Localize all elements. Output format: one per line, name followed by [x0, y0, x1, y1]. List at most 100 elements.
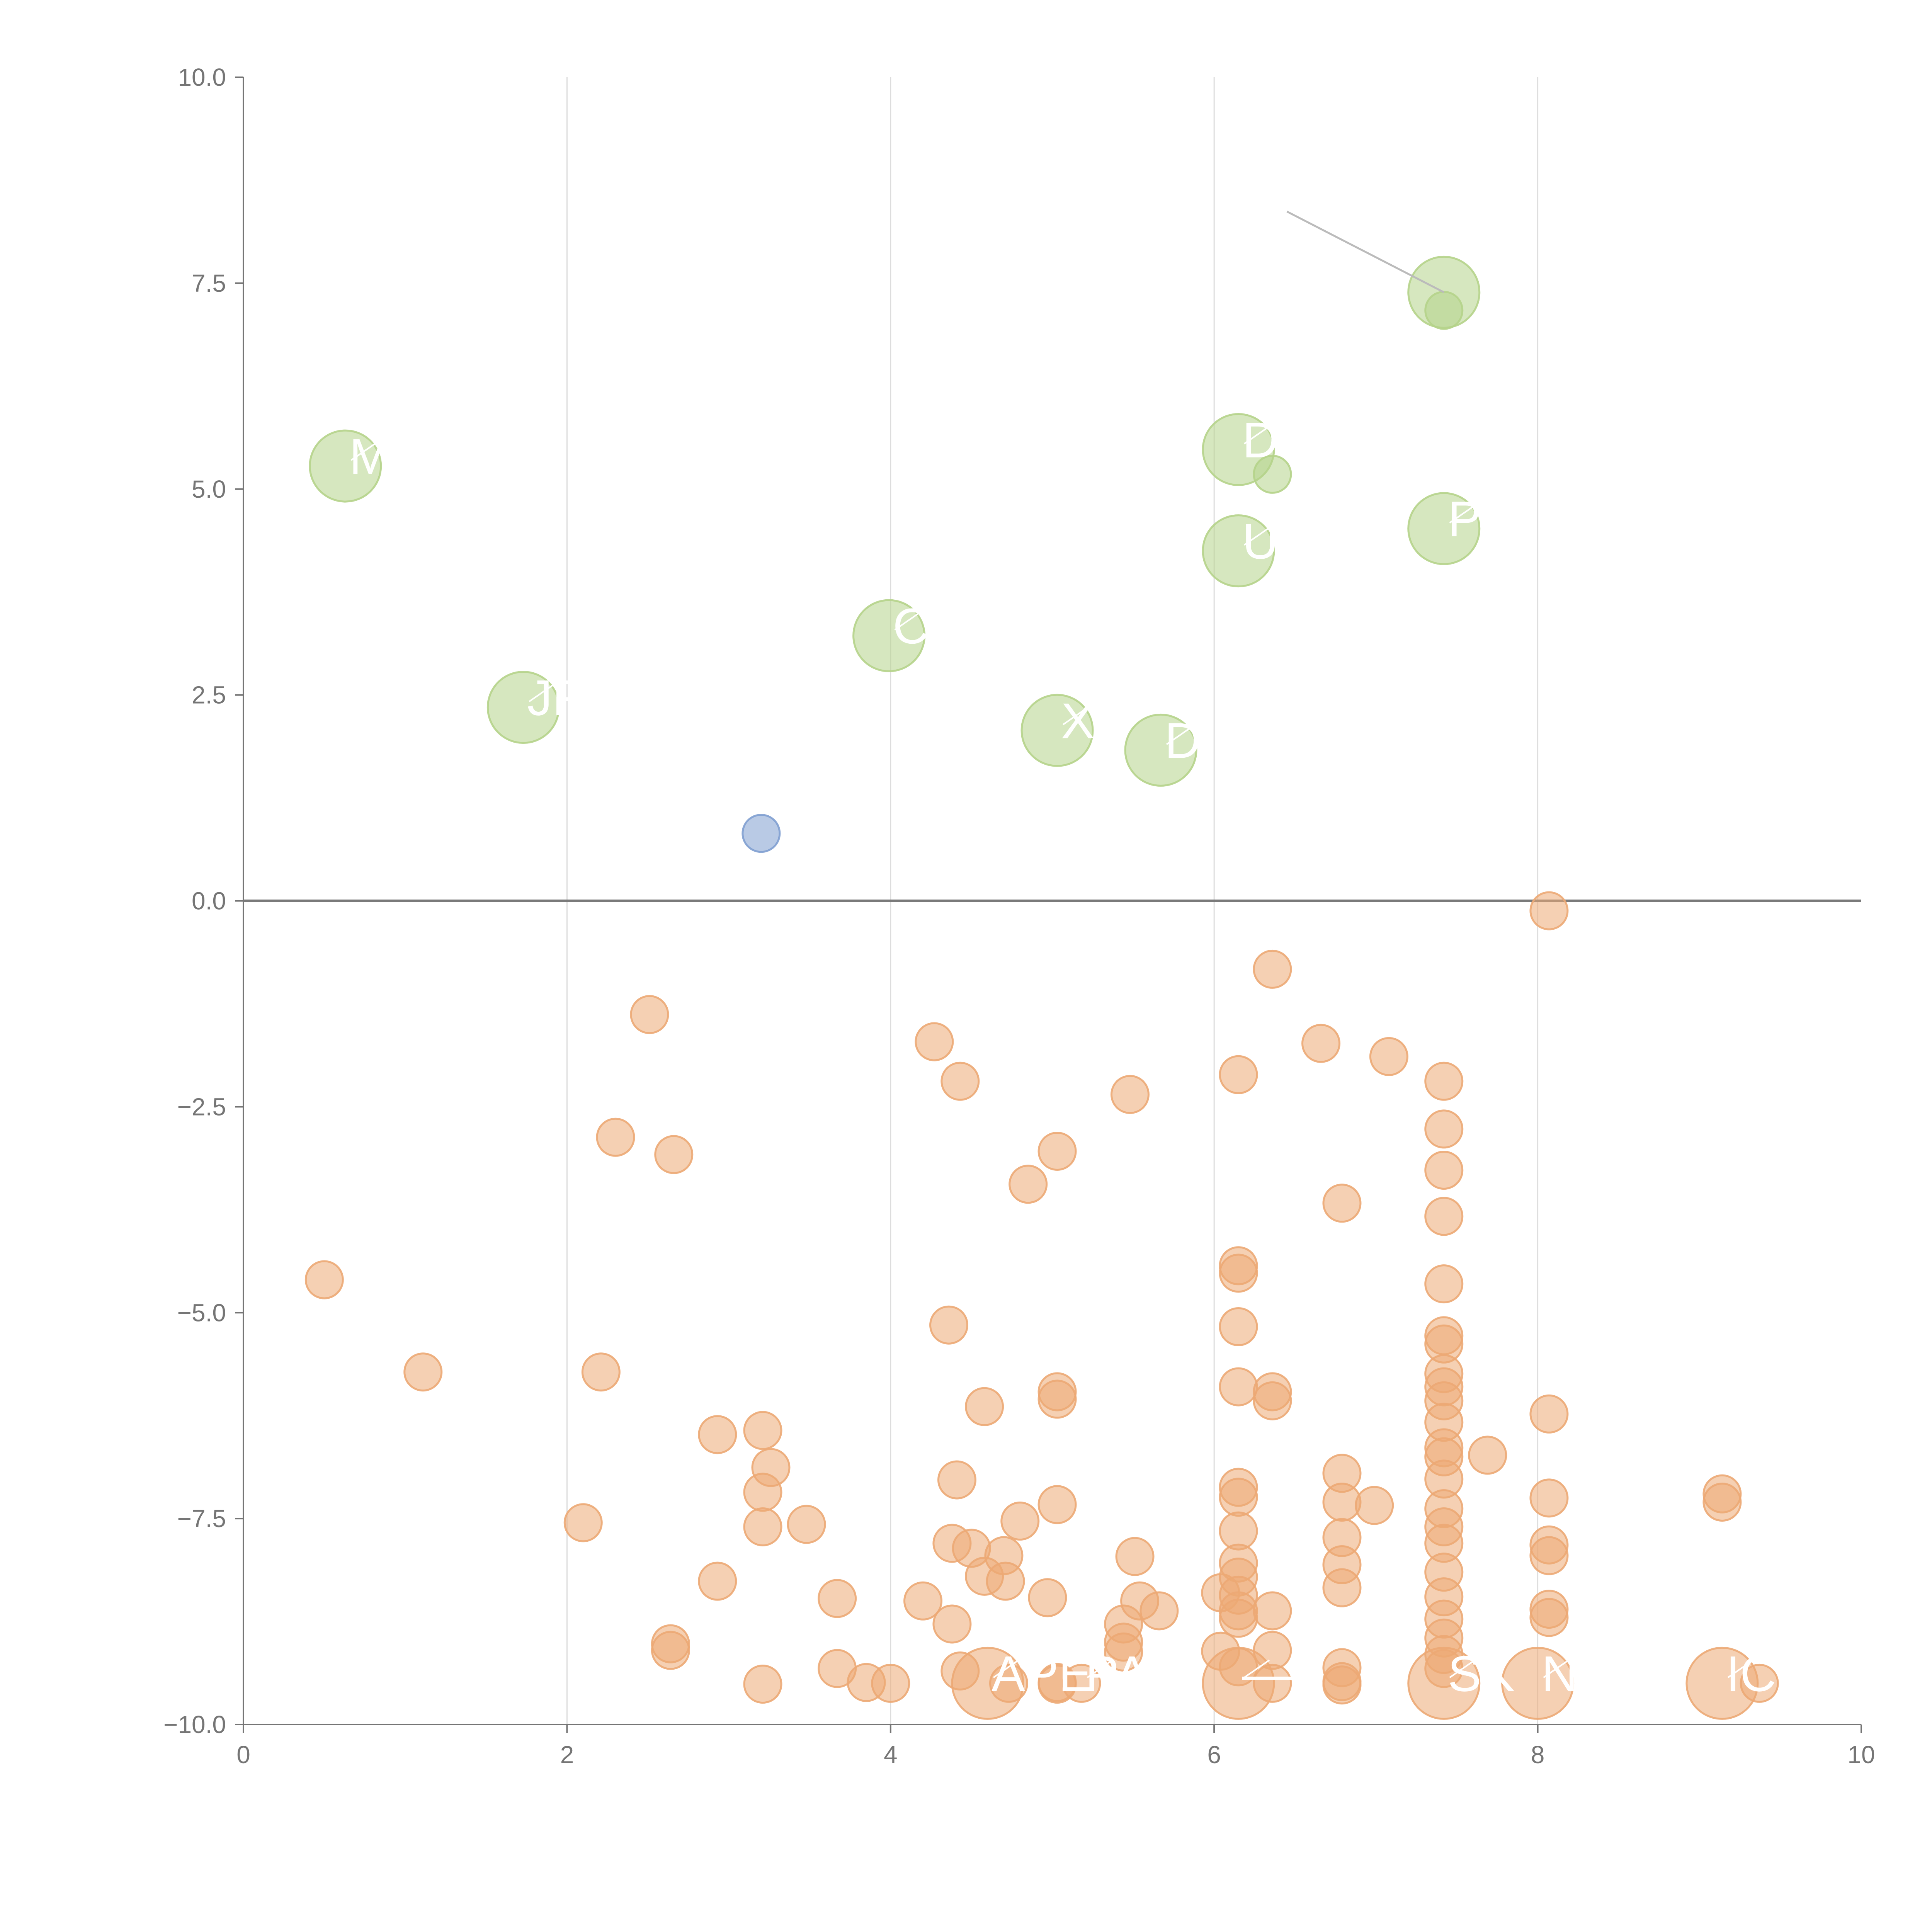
data-point — [915, 1022, 954, 1061]
data-point — [1424, 1197, 1464, 1236]
label-connector — [1727, 1659, 1754, 1679]
x-tick-label: 6 — [1207, 1741, 1221, 1769]
y-tick-label: −7.5 — [177, 1505, 226, 1532]
data-point — [937, 1460, 976, 1500]
data-point — [1062, 1663, 1101, 1703]
data-point — [630, 995, 669, 1034]
label-connector — [1543, 1659, 1569, 1679]
data-point — [403, 1352, 443, 1392]
point-label: SK — [1448, 1645, 1515, 1702]
data-point — [1253, 454, 1292, 494]
data-point — [1407, 1646, 1481, 1720]
data-point — [698, 1415, 737, 1454]
point-label: PAY — [1085, 1645, 1179, 1702]
label-connector — [1243, 1659, 1270, 1679]
data-point — [1037, 1485, 1077, 1524]
data-point — [1020, 694, 1094, 767]
data-point — [1037, 1379, 1077, 1419]
data-point — [1115, 1537, 1155, 1576]
data-point — [651, 1631, 690, 1670]
label-connector — [894, 612, 920, 631]
point-label: APE — [992, 1645, 1092, 1702]
data-point — [1219, 1599, 1258, 1638]
data-point — [1219, 1055, 1258, 1094]
x-tick-label: 8 — [1531, 1741, 1545, 1769]
data-point — [596, 1117, 635, 1157]
data-point — [1322, 1482, 1362, 1522]
y-tick-label: 7.5 — [192, 269, 226, 297]
x-tick-label: 4 — [884, 1741, 898, 1769]
data-point — [1110, 1075, 1150, 1114]
label-connector — [1449, 1659, 1475, 1679]
data-point — [1424, 1151, 1464, 1190]
data-point — [1424, 291, 1464, 330]
x-tick-label: 0 — [236, 1741, 250, 1769]
data-point — [1322, 1665, 1362, 1705]
data-point — [742, 814, 781, 853]
label-connector — [529, 683, 555, 702]
data-point — [1104, 1632, 1143, 1672]
data-point — [743, 1507, 782, 1546]
data-point — [1028, 1578, 1067, 1617]
data-point — [309, 429, 382, 503]
x-tick-label: 10 — [1847, 1741, 1875, 1769]
point-label: — — [1242, 1645, 1293, 1702]
data-point — [1407, 492, 1481, 565]
label-connector — [993, 1659, 1019, 1679]
data-point — [1124, 713, 1197, 787]
data-point — [1000, 1502, 1040, 1541]
data-point — [1529, 1536, 1569, 1575]
data-point — [304, 1260, 344, 1299]
data-point — [1424, 1061, 1464, 1101]
data-point — [1219, 1253, 1258, 1293]
point-label: M — [349, 428, 391, 485]
data-point — [1253, 1381, 1292, 1420]
axes: 0 2 4 6 8 10 10.0 7.5 5.0 2.5 0.0 −2.5 −5.0 −7.5 −10.0 — [163, 63, 1875, 1769]
data-point — [654, 1135, 694, 1174]
annotation-connector — [1286, 211, 1444, 293]
data-point — [852, 599, 926, 672]
data-point — [1139, 1591, 1179, 1631]
point-label: P — [1448, 491, 1481, 547]
data-point — [1322, 1568, 1362, 1607]
data-point — [1253, 1663, 1292, 1703]
y-tick-label: 2.5 — [192, 681, 226, 709]
data-point — [940, 1061, 980, 1101]
data-point — [1322, 1184, 1362, 1223]
data-point — [698, 1561, 737, 1601]
data-point — [1529, 891, 1569, 930]
data-point — [1424, 1109, 1464, 1149]
data-point — [1037, 1131, 1077, 1171]
y-tick-label: −2.5 — [177, 1093, 226, 1121]
data-point — [1009, 1165, 1048, 1204]
data-point — [1702, 1482, 1742, 1522]
data-point — [932, 1604, 972, 1644]
data-point — [903, 1581, 943, 1621]
point-label: C — [893, 598, 929, 654]
data-point — [1301, 1024, 1341, 1063]
data-point — [1740, 1663, 1779, 1703]
data-point — [929, 1305, 969, 1345]
data-point — [563, 1503, 603, 1543]
y-tick-label: 10.0 — [178, 63, 226, 91]
label-connector — [1166, 726, 1192, 745]
data-point — [986, 1561, 1025, 1601]
data-point — [1219, 1307, 1258, 1346]
data-points — [304, 255, 1779, 1720]
data-point — [1202, 514, 1275, 588]
data-point — [1501, 1646, 1575, 1720]
point-label: JF — [527, 670, 583, 726]
data-point — [1468, 1435, 1507, 1475]
y-tick-label: −10.0 — [163, 1711, 226, 1738]
data-point — [787, 1505, 826, 1544]
data-point — [751, 1448, 791, 1487]
label-connector — [1087, 1659, 1113, 1679]
data-point — [1369, 1037, 1408, 1076]
point-label: ICE — [1726, 1645, 1810, 1702]
data-point — [1355, 1486, 1394, 1525]
y-tick-label: 5.0 — [192, 475, 226, 503]
label-connector — [1243, 425, 1270, 445]
